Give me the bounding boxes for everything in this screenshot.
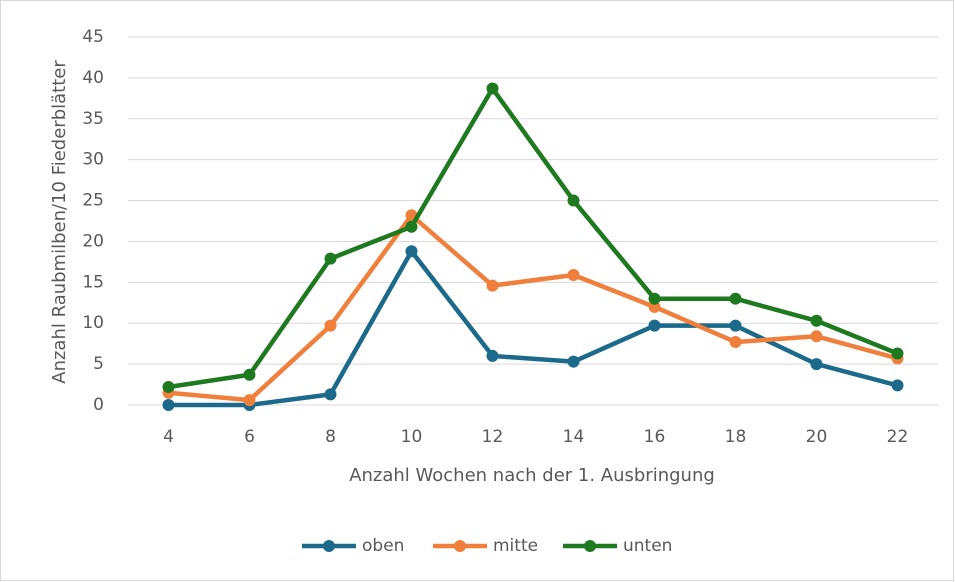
y-tick-label: 15 — [82, 272, 104, 292]
y-tick-label: 0 — [93, 395, 104, 415]
x-tick-label: 16 — [644, 427, 666, 447]
x-tick-label: 14 — [563, 427, 585, 447]
data-point — [324, 388, 337, 401]
data-point — [810, 330, 823, 343]
x-tick-label: 18 — [725, 427, 747, 447]
y-tick-label: 30 — [82, 150, 104, 170]
series-line — [168, 213, 899, 403]
data-point — [162, 399, 175, 411]
x-tick-label: 8 — [325, 427, 336, 447]
data-point — [243, 394, 256, 407]
y-tick-label: 35 — [82, 109, 104, 129]
data-point — [729, 319, 742, 332]
data-point — [162, 381, 175, 394]
legend-label: unten — [623, 536, 672, 556]
y-tick-label: 10 — [82, 313, 104, 333]
data-point — [810, 358, 823, 371]
data-point — [648, 292, 661, 305]
data-point — [810, 314, 823, 327]
legend-marker — [323, 540, 335, 552]
data-point — [567, 355, 580, 368]
data-point — [486, 82, 499, 95]
series-line — [168, 249, 899, 408]
data-point — [405, 220, 418, 233]
legend-marker — [584, 540, 596, 552]
series-line — [168, 86, 899, 390]
x-tick-label: 4 — [163, 427, 174, 447]
x-tick-label: 6 — [244, 427, 255, 447]
data-point — [648, 319, 661, 332]
data-point — [324, 319, 337, 332]
data-point — [729, 292, 742, 305]
x-tick-label: 12 — [482, 427, 504, 447]
data-point — [486, 279, 499, 292]
x-tick-label: 20 — [806, 427, 828, 447]
x-tick-label: 22 — [887, 427, 909, 447]
data-point — [729, 336, 742, 349]
y-tick-label: 40 — [82, 68, 104, 88]
data-point — [567, 194, 580, 207]
x-axis-title: Anzahl Wochen nach der 1. Ausbringung — [349, 465, 715, 486]
y-tick-label: 25 — [82, 191, 104, 211]
data-point — [243, 368, 256, 381]
data-point — [405, 245, 418, 258]
y-tick-label: 45 — [82, 27, 104, 47]
data-point — [486, 349, 499, 362]
data-point — [891, 379, 904, 392]
data-point — [891, 347, 904, 360]
y-tick-label: 5 — [93, 354, 104, 374]
y-axis-title: Anzahl Raubmilben/10 Fiederblätter — [49, 60, 70, 384]
x-tick-label: 10 — [401, 427, 423, 447]
legend-marker — [454, 540, 466, 552]
data-point — [324, 252, 337, 265]
data-point — [567, 268, 580, 281]
y-tick-label: 20 — [82, 231, 104, 251]
legend-label: oben — [362, 536, 404, 556]
legend-label: mitte — [493, 536, 538, 556]
